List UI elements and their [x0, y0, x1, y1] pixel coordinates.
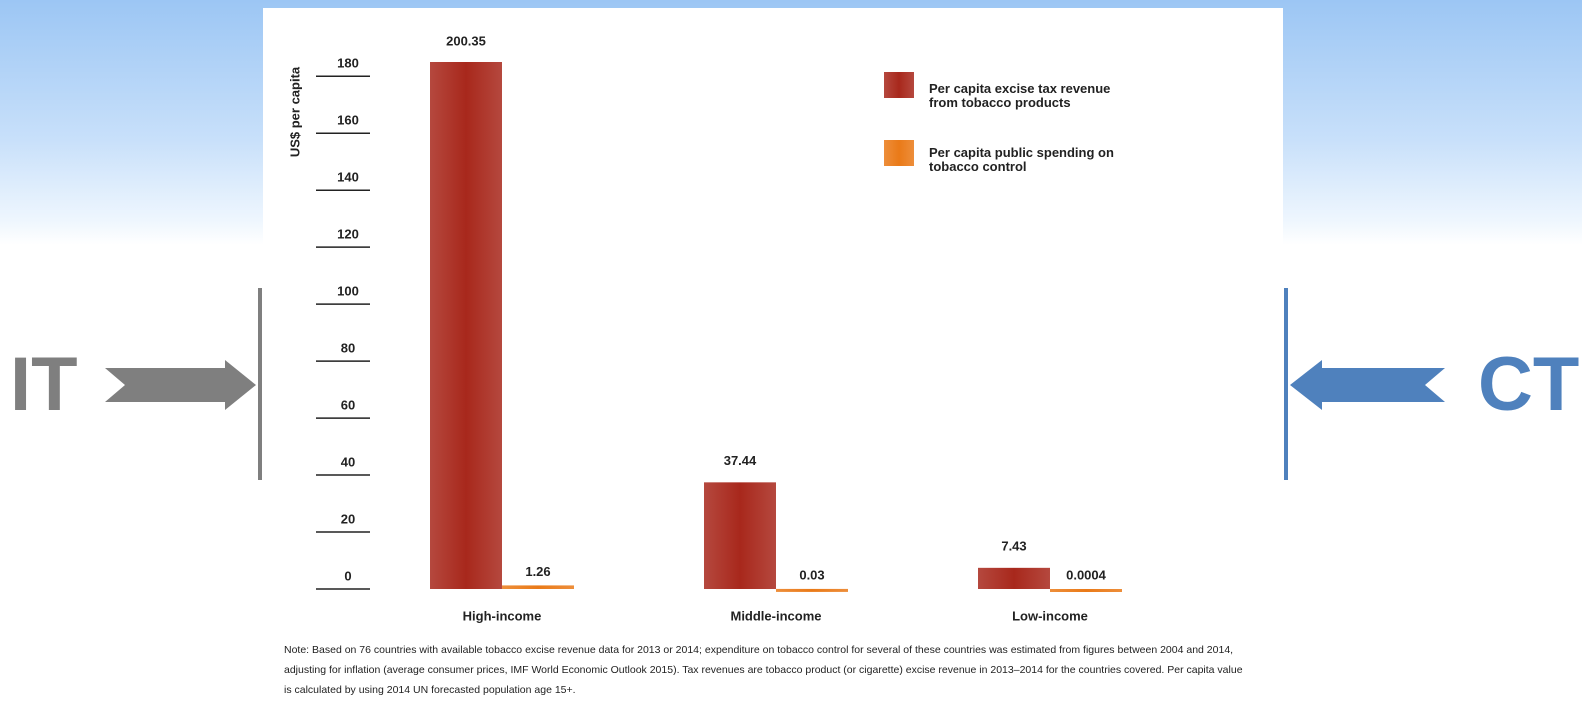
legend-label: Per capita excise tax revenue from tobac… [929, 81, 1111, 110]
bar [776, 588, 848, 592]
value-label: 7.43 [1001, 538, 1026, 553]
x-tick-label: High-income [463, 608, 542, 623]
y-axis-label: US$ per capita [287, 66, 302, 157]
bar [430, 62, 502, 589]
y-tick-label: 40 [341, 454, 355, 469]
y-tick-label: 180 [337, 56, 359, 71]
legend-label: Per capita public spending on tobacco co… [929, 145, 1114, 174]
value-label: 0.0004 [1066, 567, 1107, 582]
y-tick-label: 160 [337, 113, 359, 128]
y-tick-label: 0 [344, 568, 351, 583]
x-tick-label: Low-income [1012, 608, 1088, 623]
value-label: 1.26 [525, 564, 550, 579]
annotation: IT [10, 342, 78, 427]
bar [502, 585, 574, 589]
annotation: CT [1478, 342, 1580, 427]
y-tick-label: 80 [341, 341, 355, 356]
value-label: 37.44 [724, 453, 757, 468]
bar [978, 567, 1050, 589]
value-label: 0.03 [799, 567, 824, 582]
legend-swatch [884, 140, 914, 166]
it-arrow [105, 360, 256, 410]
y-tick-label: 100 [337, 284, 359, 299]
x-tick-label: Middle-income [730, 608, 821, 623]
value-label: 200.35 [446, 33, 486, 48]
legend-swatch [884, 72, 914, 98]
y-tick-label: 60 [341, 398, 355, 413]
bar [704, 482, 776, 589]
y-tick-label: 140 [337, 170, 359, 185]
y-tick-label: 120 [337, 227, 359, 242]
note: Note: Based on 76 countries with availab… [284, 644, 1243, 696]
ct-arrow [1290, 360, 1445, 410]
bar [1050, 588, 1122, 592]
y-tick-label: 20 [341, 511, 355, 526]
